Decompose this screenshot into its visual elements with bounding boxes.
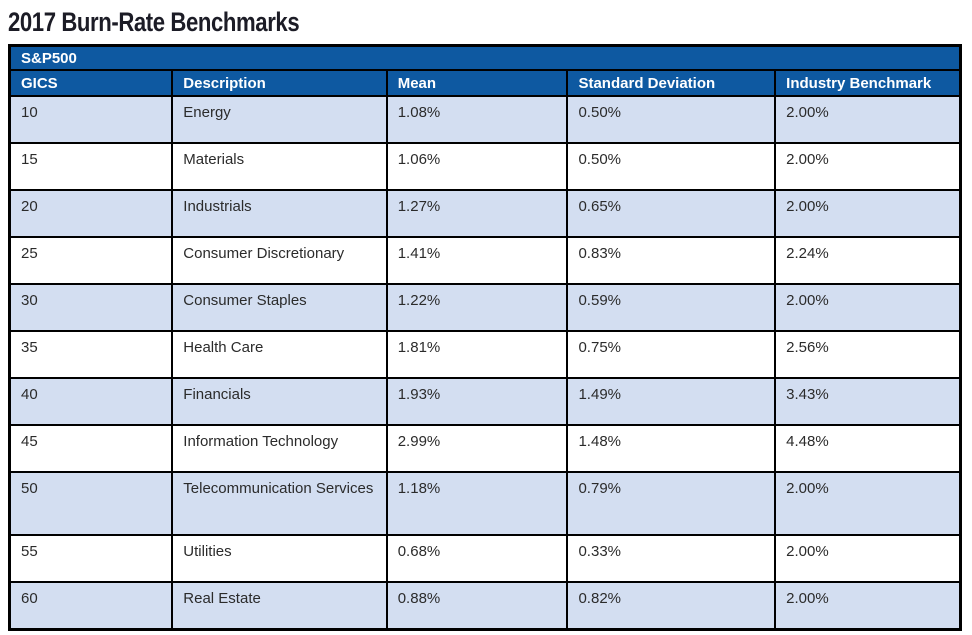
cell-gics: 60: [8, 581, 174, 631]
cell-mean: 1.08%: [385, 95, 569, 144]
burn-rate-benchmarks-table: S&P500 GICS Description Mean Standard Devia…: [8, 44, 962, 631]
cell-std-dev: 0.59%: [566, 283, 777, 332]
cell-description: Consumer Staples: [171, 283, 388, 332]
cell-mean: 1.06%: [385, 142, 569, 191]
cell-gics: 15: [8, 142, 174, 191]
table-row: 35 Health Care 1.81% 0.75% 2.56%: [8, 330, 962, 379]
cell-std-dev: 0.65%: [566, 189, 777, 238]
cell-benchmark: 2.00%: [774, 189, 962, 238]
column-header-std-dev: Standard Deviation: [566, 69, 777, 97]
cell-benchmark: 2.00%: [774, 581, 962, 631]
cell-gics: 45: [8, 424, 174, 473]
cell-mean: 2.99%: [385, 424, 569, 473]
table-row: 50 Telecommunication Services 1.18% 0.79% 2.…: [8, 471, 962, 536]
cell-mean: 1.93%: [385, 377, 569, 426]
cell-mean: 1.18%: [385, 471, 569, 536]
cell-gics: 35: [8, 330, 174, 379]
table-row: 25 Consumer Discretionary 1.41% 0.83% 2.24%: [8, 236, 962, 285]
cell-std-dev: 0.82%: [566, 581, 777, 631]
cell-mean: 1.41%: [385, 236, 569, 285]
cell-benchmark: 2.00%: [774, 534, 962, 583]
cell-gics: 40: [8, 377, 174, 426]
cell-std-dev: 1.49%: [566, 377, 777, 426]
cell-std-dev: 0.79%: [566, 471, 777, 536]
cell-benchmark: 2.00%: [774, 95, 962, 144]
cell-gics: 10: [8, 95, 174, 144]
cell-mean: 1.81%: [385, 330, 569, 379]
cell-gics: 55: [8, 534, 174, 583]
cell-gics: 25: [8, 236, 174, 285]
cell-description: Health Care: [171, 330, 388, 379]
cell-gics: 50: [8, 471, 174, 536]
column-header-gics: GICS: [8, 69, 174, 97]
cell-gics: 30: [8, 283, 174, 332]
cell-description: Real Estate: [171, 581, 388, 631]
cell-description: Energy: [171, 95, 388, 144]
cell-description: Financials: [171, 377, 388, 426]
cell-description: Materials: [171, 142, 388, 191]
cell-description: Information Technology: [171, 424, 388, 473]
table-column-header-row: GICS Description Mean Standard Deviation Ind…: [8, 69, 962, 97]
cell-description: Telecommunication Services: [171, 471, 388, 536]
cell-benchmark: 4.48%: [774, 424, 962, 473]
cell-std-dev: 0.75%: [566, 330, 777, 379]
column-header-description: Description: [171, 69, 388, 97]
table-row: 55 Utilities 0.68% 0.33% 2.00%: [8, 534, 962, 583]
page-title: 2017 Burn-Rate Benchmarks: [8, 7, 300, 37]
column-header-benchmark: Industry Benchmark: [774, 69, 962, 97]
table-row: 45 Information Technology 2.99% 1.48% 4.48%: [8, 424, 962, 473]
cell-mean: 0.88%: [385, 581, 569, 631]
table-group-header-row: S&P500: [8, 44, 962, 71]
cell-benchmark: 2.56%: [774, 330, 962, 379]
cell-description: Consumer Discretionary: [171, 236, 388, 285]
cell-std-dev: 0.50%: [566, 142, 777, 191]
table-group-header: S&P500: [8, 44, 962, 71]
table-row: 60 Real Estate 0.88% 0.82% 2.00%: [8, 581, 962, 631]
cell-std-dev: 0.50%: [566, 95, 777, 144]
cell-mean: 0.68%: [385, 534, 569, 583]
cell-mean: 1.22%: [385, 283, 569, 332]
cell-description: Industrials: [171, 189, 388, 238]
table-body: 10 Energy 1.08% 0.50% 2.00% 15 Materials 1.06% 0…: [8, 95, 962, 631]
cell-std-dev: 0.83%: [566, 236, 777, 285]
cell-std-dev: 1.48%: [566, 424, 777, 473]
cell-benchmark: 3.43%: [774, 377, 962, 426]
column-header-mean: Mean: [385, 69, 569, 97]
cell-benchmark: 2.00%: [774, 471, 962, 536]
cell-gics: 20: [8, 189, 174, 238]
table-row: 20 Industrials 1.27% 0.65% 2.00%: [8, 189, 962, 238]
cell-benchmark: 2.00%: [774, 283, 962, 332]
cell-benchmark: 2.24%: [774, 236, 962, 285]
table-row: 10 Energy 1.08% 0.50% 2.00%: [8, 95, 962, 144]
table-row: 30 Consumer Staples 1.22% 0.59% 2.00%: [8, 283, 962, 332]
table-row: 40 Financials 1.93% 1.49% 3.43%: [8, 377, 962, 426]
cell-benchmark: 2.00%: [774, 142, 962, 191]
table-row: 15 Materials 1.06% 0.50% 2.00%: [8, 142, 962, 191]
cell-mean: 1.27%: [385, 189, 569, 238]
cell-description: Utilities: [171, 534, 388, 583]
cell-std-dev: 0.33%: [566, 534, 777, 583]
